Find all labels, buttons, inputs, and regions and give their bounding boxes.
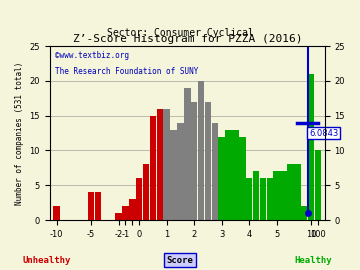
Bar [184,88,190,220]
Bar [301,206,307,220]
Bar [212,123,218,220]
Bar [225,130,232,220]
Bar [280,171,287,220]
Text: Score: Score [167,256,193,265]
Text: 6.0843: 6.0843 [309,129,338,138]
Bar [157,109,163,220]
Bar [150,116,156,220]
Bar [239,137,246,220]
Bar [115,213,122,220]
Bar [191,102,197,220]
Text: ©www.textbiz.org: ©www.textbiz.org [55,51,129,60]
Bar [136,178,143,220]
Bar [232,130,239,220]
Bar [163,109,170,220]
Y-axis label: Number of companies (531 total): Number of companies (531 total) [15,61,24,205]
Bar [219,137,225,220]
Title: Z’-Score Histogram for PZZA (2016): Z’-Score Histogram for PZZA (2016) [72,34,302,44]
Text: Healthy: Healthy [294,256,332,265]
Bar [198,81,204,220]
Bar [204,102,211,220]
Bar [308,74,314,220]
Bar [122,206,129,220]
Text: Sector: Consumer Cyclical: Sector: Consumer Cyclical [107,28,253,38]
Bar [170,130,177,220]
Bar [143,164,149,220]
Bar [246,178,252,220]
Text: Unhealthy: Unhealthy [23,256,71,265]
Bar [177,123,184,220]
Bar [88,192,94,220]
Bar [253,171,259,220]
Bar [315,150,321,220]
Bar [294,164,301,220]
Bar [53,206,60,220]
Bar [287,164,294,220]
Bar [266,178,273,220]
Bar [260,178,266,220]
Bar [129,199,136,220]
Bar [273,171,280,220]
Bar [95,192,101,220]
Text: The Research Foundation of SUNY: The Research Foundation of SUNY [55,67,199,76]
